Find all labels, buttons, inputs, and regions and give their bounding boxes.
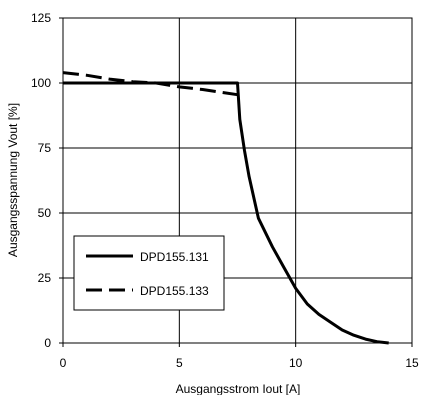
x-tick-label: 10 bbox=[289, 356, 303, 370]
legend: DPD155.131 DPD155.133 bbox=[73, 235, 225, 311]
y-tick-label: 0 bbox=[44, 336, 51, 350]
y-axis-label: Ausgangsspannung Vout [%] bbox=[6, 103, 20, 257]
y-tick-label: 75 bbox=[38, 141, 52, 155]
series-line-dpd155-133 bbox=[62, 71, 238, 97]
x-tick-label: 0 bbox=[60, 356, 67, 370]
y-tick-label: 125 bbox=[31, 11, 51, 25]
y-tick-label: 25 bbox=[38, 271, 52, 285]
y-tick-labels: 0 25 50 75 100 125 bbox=[31, 11, 51, 350]
legend-label-dpd155-133: DPD155.133 bbox=[140, 284, 209, 298]
legend-box bbox=[73, 235, 225, 311]
plot-frame bbox=[62, 17, 413, 344]
x-axis-label: Ausgangsstrom Iout [A] bbox=[176, 382, 301, 395]
x-tick-labels: 0 5 10 15 bbox=[60, 356, 419, 370]
series-lines bbox=[62, 71, 389, 345]
y-tick-label: 50 bbox=[38, 206, 52, 220]
x-tick-label: 5 bbox=[176, 356, 183, 370]
series-line-dpd155-131 bbox=[63, 81, 389, 345]
x-tick-label: 15 bbox=[405, 356, 419, 370]
y-tick-label: 100 bbox=[31, 76, 51, 90]
legend-label-dpd155-131: DPD155.131 bbox=[140, 250, 209, 264]
